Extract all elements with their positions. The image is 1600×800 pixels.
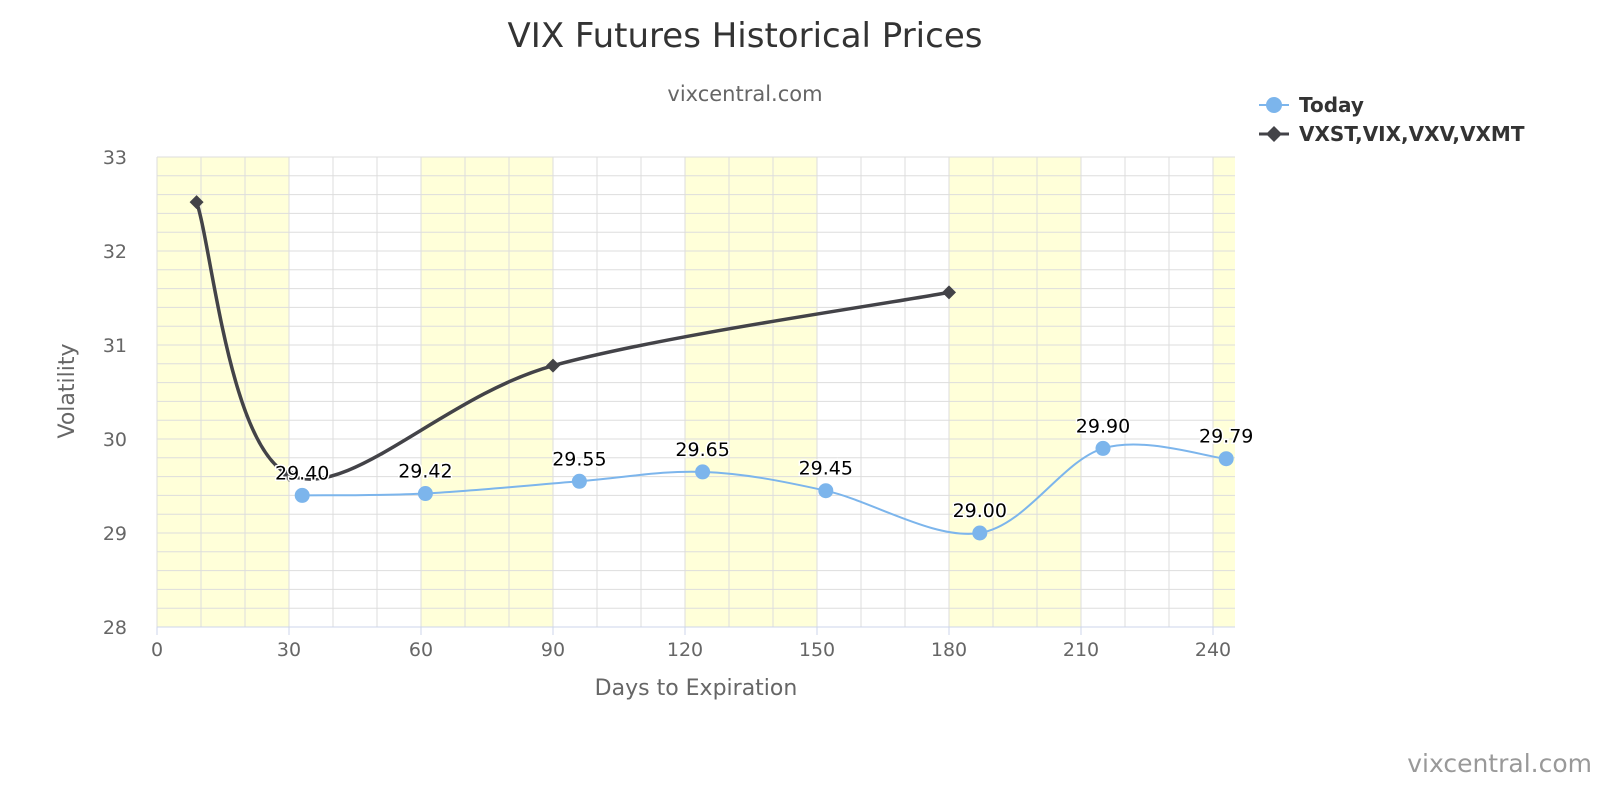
axes: 0 30 60 90 120 150 180 210 240 28 29 30 31 32 33: [103, 147, 1235, 661]
legend-item-vix-indices[interactable]: VXST,VIX,VXV,VXMT: [1259, 122, 1525, 146]
y-tick-label: 29: [103, 523, 127, 545]
legend-today-marker-icon: [1266, 97, 1282, 113]
chart-subtitle: vixcentral.com: [667, 82, 822, 106]
credits-link[interactable]: vixcentral.com: [1407, 749, 1592, 778]
y-tick-label: 32: [103, 241, 127, 263]
point-today: [571, 473, 587, 489]
point-today: [1218, 451, 1234, 467]
x-tick-label: 0: [151, 639, 163, 661]
y-axis-title: Volatility: [55, 343, 80, 438]
legend: Today VXST,VIX,VXV,VXMT: [1259, 93, 1525, 146]
shaded-band: [949, 157, 1081, 627]
x-tick-label: 120: [667, 639, 703, 661]
point-vix-indices: [546, 358, 560, 373]
point-today: [417, 486, 433, 502]
x-tick-label: 90: [541, 639, 565, 661]
point-vix-indices: [942, 285, 956, 300]
point-today: [1095, 440, 1111, 456]
point-vix-indices: [282, 467, 296, 482]
shaded-band: [685, 157, 817, 627]
data-label: 29.90: [1076, 415, 1130, 437]
data-labels: 29.40 29.42 29.55 29.65 29.45 29.00 29.90 29.79: [273, 414, 1254, 524]
x-tick-label: 30: [277, 639, 301, 661]
series-line-vix-indices: [194, 200, 951, 481]
grid: [156, 156, 1235, 628]
y-tick-label: 30: [103, 429, 127, 451]
data-label: 29.42: [398, 461, 452, 483]
point-today: [972, 525, 988, 541]
data-label: 29.55: [552, 448, 606, 470]
chart-title: VIX Futures Historical Prices: [508, 16, 983, 56]
point-today: [818, 483, 834, 499]
shaded-band: [157, 157, 289, 627]
x-tick-label: 150: [799, 639, 835, 661]
data-label: 29.40: [275, 462, 329, 484]
point-today: [294, 487, 310, 503]
x-tick-label: 180: [931, 639, 967, 661]
y-tick-label: 28: [103, 617, 127, 639]
data-label: 29.00: [953, 500, 1007, 522]
data-label: 29.65: [675, 439, 729, 461]
point-vix-indices: [189, 195, 204, 210]
legend-today-label: Today: [1299, 93, 1364, 117]
x-tick-label: 240: [1195, 639, 1231, 661]
x-tick-label: 60: [409, 639, 433, 661]
series-line-today: [301, 443, 1228, 535]
data-label: 29.45: [799, 458, 853, 480]
legend-vix-label: VXST,VIX,VXV,VXMT: [1299, 122, 1525, 146]
legend-diamond-marker-icon: [1266, 126, 1282, 142]
y-tick-label: 33: [103, 147, 127, 169]
x-tick-label: 210: [1063, 639, 1099, 661]
shaded-bands: [157, 157, 1235, 627]
data-label: 29.79: [1199, 426, 1253, 448]
x-axis-title: Days to Expiration: [595, 676, 798, 701]
series: [189, 195, 1234, 541]
shaded-band: [1213, 157, 1235, 627]
y-tick-label: 31: [103, 335, 127, 357]
point-today: [695, 464, 711, 480]
legend-item-today[interactable]: Today: [1259, 93, 1364, 117]
